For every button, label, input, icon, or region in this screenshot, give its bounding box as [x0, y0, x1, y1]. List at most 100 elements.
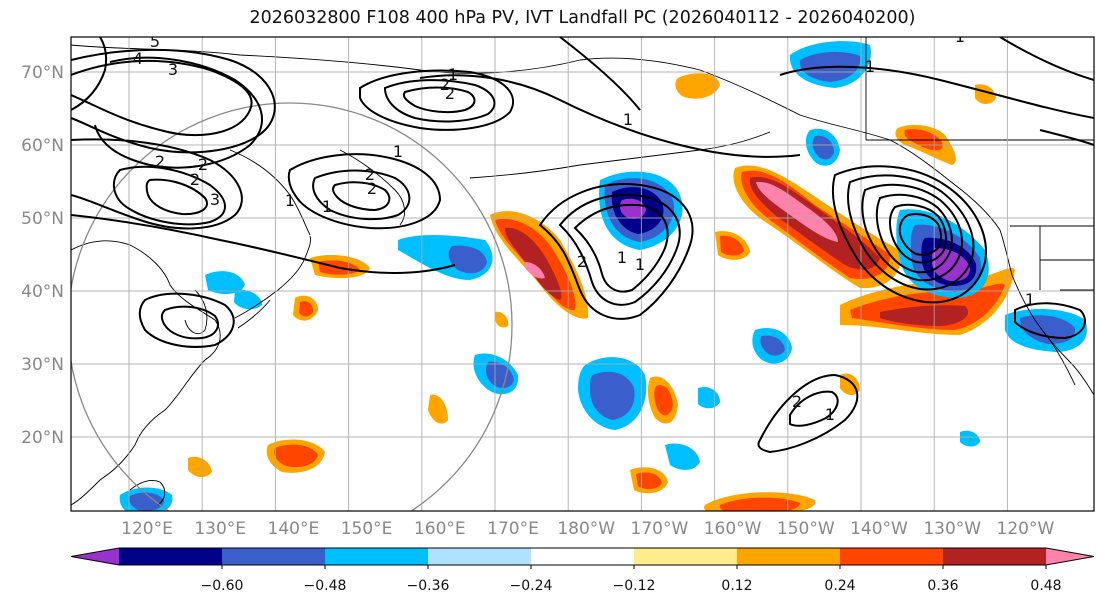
latitude-label: 70°N	[21, 63, 64, 83]
coastline-japan	[234, 235, 311, 329]
longitude-label: 120°E	[121, 519, 173, 539]
longitude-label: 160°W	[704, 519, 762, 539]
contour-label: 2	[577, 252, 587, 271]
colorbar-segment	[428, 548, 532, 565]
shade-negative	[760, 335, 785, 356]
contour-line	[71, 37, 108, 111]
contour-label: 1	[955, 27, 965, 46]
shade-negative	[234, 289, 262, 310]
contour-label: 2	[445, 84, 455, 103]
coastline-kamchatka	[339, 149, 406, 226]
contour-line	[847, 174, 975, 291]
contour-line	[898, 213, 942, 256]
shade-positive	[720, 235, 744, 256]
shade-positive	[675, 73, 720, 99]
shade-positive	[654, 385, 673, 416]
contour-line	[94, 56, 263, 169]
contour-line	[138, 292, 235, 348]
shade-positive	[274, 444, 318, 468]
longitude-label: 150°E	[341, 519, 393, 539]
contour-line	[558, 194, 681, 306]
contour-label: 2	[792, 392, 802, 411]
longitude-label: 180°W	[557, 519, 615, 539]
colorbar-segment	[840, 548, 944, 565]
coastline-aleutians	[469, 131, 771, 179]
contour-line	[145, 178, 208, 216]
longitude-label: 170°W	[631, 519, 689, 539]
longitude-label: 120°W	[997, 519, 1055, 539]
coastline-philippines	[129, 479, 166, 506]
coastline-canada-border	[865, 37, 1094, 291]
colorbar-segment	[325, 548, 429, 565]
colorbar-tick-label: −0.48	[304, 578, 347, 594]
shade-negative	[812, 135, 834, 160]
shade-positive	[188, 456, 212, 478]
colorbar-tick-label: −0.24	[510, 578, 553, 594]
colorbar-segment	[737, 548, 841, 565]
longitude-label: 160°E	[414, 519, 466, 539]
shade-negative	[665, 443, 700, 470]
contour-label: 1	[285, 191, 295, 210]
colorbar-segment	[119, 548, 223, 565]
colorbar-tick-label: 0.24	[824, 578, 855, 594]
longitude-labels: 120°E 130°E 140°E 150°E 160°E 170°E 180°W 170°W…	[121, 519, 1054, 539]
shade-negative	[620, 198, 646, 219]
contour-line	[1014, 302, 1086, 340]
contour-label: 1	[322, 197, 332, 216]
shade-positive	[636, 472, 662, 490]
shade-negative	[448, 245, 487, 274]
contour-line	[559, 37, 641, 111]
contour-label: 2	[367, 179, 377, 198]
colorbar-segment	[222, 548, 326, 565]
contour-label: 2	[190, 170, 200, 189]
shade-negative	[486, 361, 514, 388]
contour-label: 1	[448, 65, 458, 84]
contour-label: 1	[825, 405, 835, 424]
contour-line	[383, 79, 496, 123]
longitude-label: 170°E	[487, 519, 539, 539]
contour-label: 1	[393, 142, 403, 161]
contour-line	[112, 165, 226, 226]
shade-negative	[1020, 315, 1076, 344]
shade-positive	[299, 301, 314, 317]
longitude-label: 130°E	[194, 519, 246, 539]
latitude-label: 50°N	[21, 209, 64, 229]
shade-negative	[205, 271, 245, 295]
colorbar-arrow-right	[1046, 548, 1094, 565]
coastline-alaska	[579, 57, 1001, 231]
contour-line	[71, 59, 253, 137]
graticule	[71, 37, 1094, 511]
contour-line	[875, 193, 953, 274]
shade-positive	[719, 497, 800, 511]
contour-line	[861, 183, 963, 282]
contour-label: 2	[155, 152, 165, 171]
coastline-baja	[1049, 339, 1076, 386]
contour-line	[332, 181, 391, 212]
latitude-label: 20°N	[21, 428, 64, 448]
contour-line	[71, 48, 276, 154]
shade-positive	[428, 394, 448, 424]
contour-line	[160, 305, 219, 340]
longitude-label: 150°W	[777, 519, 835, 539]
colorbar-tick-label: 0.48	[1030, 578, 1061, 594]
contour-line	[999, 37, 1094, 81]
contour-label: 2	[198, 155, 208, 174]
contour-label: 3	[210, 190, 220, 209]
pv-contours	[71, 37, 1094, 454]
contour-line	[312, 169, 411, 221]
contour-label: 1	[617, 248, 627, 267]
colorbar-outline	[70, 547, 1095, 566]
colorbar-tick-label: −0.36	[407, 578, 450, 594]
contour-line	[573, 203, 669, 293]
contour-line	[831, 165, 987, 304]
coastline-okhotsk	[229, 149, 311, 236]
landfall-radius-circle	[71, 102, 513, 511]
contour-line	[757, 373, 859, 454]
contour-label: 4	[133, 49, 143, 68]
colorbar-segment	[943, 548, 1047, 565]
contour-line	[71, 138, 243, 230]
colorbar-tick-label: 0.36	[927, 578, 958, 594]
contour-label: 1	[623, 110, 633, 129]
shade-positive	[525, 262, 545, 279]
